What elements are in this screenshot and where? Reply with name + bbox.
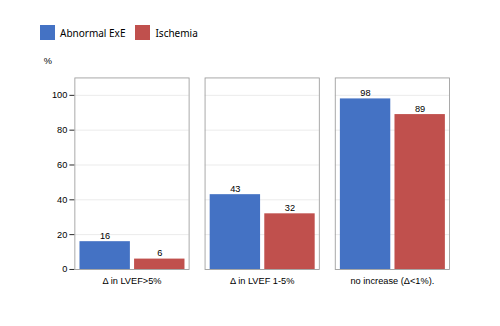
svg-text:43: 43 [230, 184, 240, 194]
svg-text:6: 6 [157, 248, 162, 258]
svg-text:89: 89 [415, 104, 425, 114]
svg-text:40: 40 [57, 195, 67, 205]
svg-text:Δ in LVEF 1-5%: Δ in LVEF 1-5% [230, 276, 294, 286]
svg-text:80: 80 [57, 125, 67, 135]
svg-text:100: 100 [52, 90, 67, 100]
svg-text:98: 98 [360, 88, 370, 98]
svg-text:no increase (Δ<1%).: no increase (Δ<1%). [350, 276, 434, 286]
html-text:Ischemia: Ischemia [155, 25, 198, 40]
svg-text:0: 0 [62, 264, 67, 274]
svg-text:32: 32 [285, 203, 295, 213]
svg-text:60: 60 [57, 160, 67, 170]
svg-text:16: 16 [100, 231, 110, 241]
svg-text:20: 20 [57, 230, 67, 240]
svg-text:Δ in LVEF>5%: Δ in LVEF>5% [102, 276, 161, 286]
html-text:Abnormal ExE: Abnormal ExE [60, 25, 126, 40]
svg-text:%: % [44, 56, 52, 66]
